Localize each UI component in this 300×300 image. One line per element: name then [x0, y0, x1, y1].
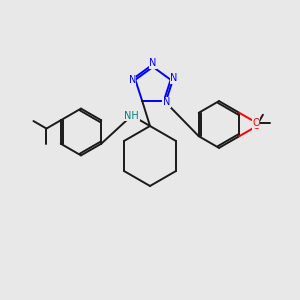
Text: O: O — [252, 122, 260, 131]
Text: N: N — [129, 75, 136, 85]
Text: N: N — [170, 73, 177, 83]
Text: NH: NH — [124, 110, 139, 121]
Text: N: N — [149, 58, 157, 68]
Text: N: N — [163, 97, 170, 107]
Text: O: O — [252, 118, 260, 128]
